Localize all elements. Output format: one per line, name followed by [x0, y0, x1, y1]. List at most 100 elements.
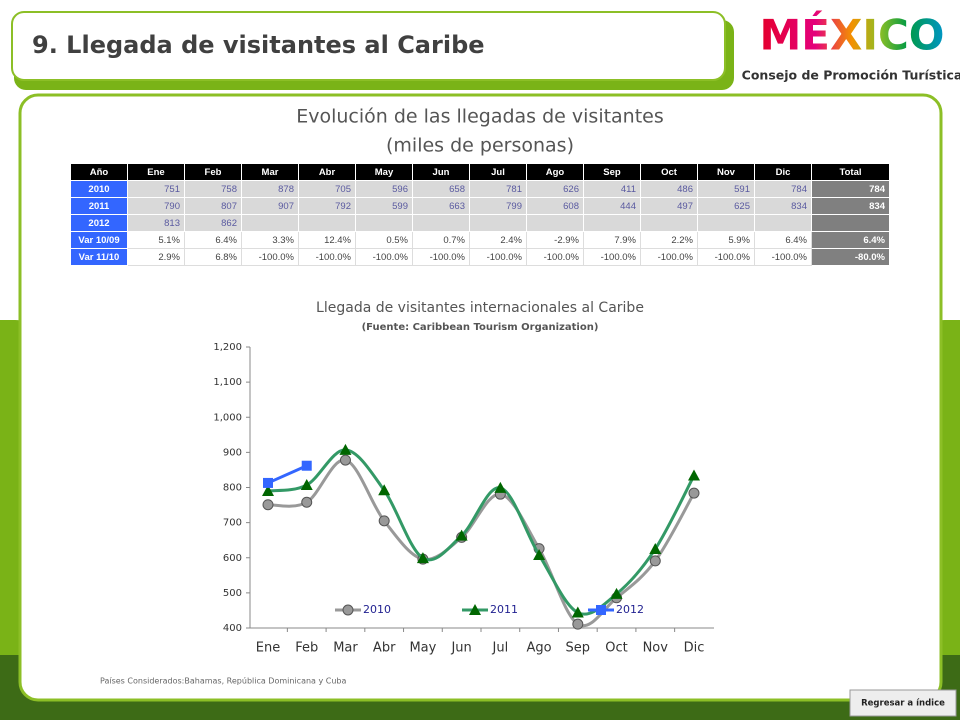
table-cell: 7.9% — [583, 231, 641, 249]
x-tick-label: Sep — [566, 641, 591, 656]
table-cell: -100.0% — [697, 248, 755, 266]
table-cell: -100.0% — [583, 248, 641, 266]
y-tick-label: 500 — [223, 588, 242, 599]
chart-title: Llegada de visitantes internacionales al… — [316, 300, 644, 316]
table-cell: -100.0% — [526, 248, 584, 266]
table-cell: 862 — [184, 214, 242, 232]
table-cell: 781 — [469, 180, 527, 198]
table-cell — [811, 214, 890, 232]
table-cell: -100.0% — [754, 248, 812, 266]
x-tick-label: Nov — [643, 641, 669, 656]
table-cell: 907 — [241, 197, 299, 215]
chart-subtitle: (Fuente: Caribbean Tourism Organization) — [362, 322, 599, 333]
marker — [339, 454, 351, 466]
table-cell: 596 — [355, 180, 413, 198]
x-tick-label: Ene — [256, 641, 280, 656]
table-cell: 6.4% — [754, 231, 812, 249]
y-tick-label: 900 — [223, 447, 242, 458]
table-cell: Nov — [697, 163, 755, 181]
x-tick-label: May — [409, 641, 436, 656]
table-cell: -2.9% — [526, 231, 584, 249]
y-tick-label: 1,100 — [213, 377, 242, 388]
back-button-label[interactable]: Regresar a índice — [861, 699, 945, 709]
x-tick-label: Feb — [295, 641, 318, 656]
x-tick-label: Oct — [605, 641, 627, 656]
table-cell — [298, 214, 356, 232]
table-title: Evolución de las llegadas de visitantes — [296, 106, 664, 128]
table-cell: Ago — [526, 163, 584, 181]
table-cell: Feb — [184, 163, 242, 181]
table-cell — [583, 214, 641, 232]
marker — [688, 469, 700, 481]
marker — [455, 529, 468, 541]
y-tick-label: 1,200 — [213, 342, 242, 353]
table-cell — [754, 214, 812, 232]
table-cell: 608 — [526, 197, 584, 215]
table-cell: 2.2% — [640, 231, 698, 249]
table-cell: 0.5% — [355, 231, 413, 249]
table-cell: 799 — [469, 197, 527, 215]
x-tick-label: Jul — [492, 641, 509, 656]
table-cell: 705 — [298, 180, 356, 198]
table-cell — [640, 214, 698, 232]
x-tick-label: Dic — [684, 641, 705, 656]
marker — [571, 606, 584, 618]
table-cell: 3.3% — [241, 231, 299, 249]
table-cell: 834 — [754, 197, 812, 215]
table-cell: Dic — [754, 163, 812, 181]
legend-label: 2010 — [363, 603, 391, 616]
x-tick-label: Abr — [373, 641, 396, 656]
y-tick-label: 1,000 — [213, 412, 242, 423]
table-cell: May — [355, 163, 413, 181]
table-cell — [412, 214, 470, 232]
table-cell: 663 — [412, 197, 470, 215]
table-cell: 813 — [127, 214, 185, 232]
table-cell: 2011 — [70, 197, 128, 215]
marker — [301, 460, 312, 471]
marker — [649, 555, 661, 567]
marker — [533, 548, 546, 560]
back-button[interactable] — [849, 689, 957, 717]
table-cell: -100.0% — [355, 248, 413, 266]
table-cell: 807 — [184, 197, 242, 215]
table-cell: 658 — [412, 180, 470, 198]
table-cell: Abr — [298, 163, 356, 181]
table-cell: 790 — [127, 197, 185, 215]
legend-marker — [342, 604, 354, 616]
table-cell: 12.4% — [298, 231, 356, 249]
table-cell — [697, 214, 755, 232]
table-cell: Jun — [412, 163, 470, 181]
table-cell: 6.8% — [184, 248, 242, 266]
table-cell: Total — [811, 163, 890, 181]
table-cell: 2.4% — [469, 231, 527, 249]
y-tick-label: 800 — [223, 483, 242, 494]
marker — [300, 479, 313, 491]
title-box — [11, 11, 726, 81]
table-cell: 599 — [355, 197, 413, 215]
marker — [494, 481, 507, 493]
table-cell: -100.0% — [640, 248, 698, 266]
logo-subtitle: Consejo de Promoción Turística — [742, 68, 960, 83]
marker — [649, 542, 662, 554]
table-cell: 5.1% — [127, 231, 185, 249]
table-cell: 5.9% — [697, 231, 755, 249]
table-cell: Var 11/10 — [70, 248, 128, 266]
legend-label: 2012 — [616, 603, 644, 616]
marker — [688, 487, 700, 499]
y-tick-label: 400 — [223, 623, 242, 634]
table-cell: 2010 — [70, 180, 128, 198]
table-cell: 784 — [754, 180, 812, 198]
table-cell: 792 — [298, 197, 356, 215]
table-cell: Jul — [469, 163, 527, 181]
marker — [339, 443, 352, 455]
table-cell: 2.9% — [127, 248, 185, 266]
table-cell: 2012 — [70, 214, 128, 232]
table-cell: 878 — [241, 180, 299, 198]
table-cell: 758 — [184, 180, 242, 198]
table-cell: Mar — [241, 163, 299, 181]
table-cell: -100.0% — [241, 248, 299, 266]
table-cell: Sep — [583, 163, 641, 181]
table-cell: Ene — [127, 163, 185, 181]
data-table: Año Ene Feb Mar Abr May Jun Jul Ago Sep Oct Nov Dic T… — [70, 163, 890, 266]
